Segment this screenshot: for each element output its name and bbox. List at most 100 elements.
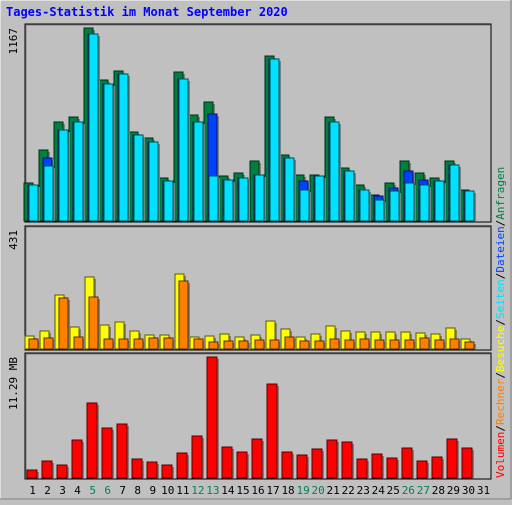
bar-Volumen-day-24 bbox=[371, 453, 383, 479]
x-tick-label: 22 bbox=[342, 484, 355, 497]
x-tick-label: 17 bbox=[266, 484, 279, 497]
bar-Rechner-day-15 bbox=[238, 340, 249, 350]
bar-Seiten-day-22 bbox=[344, 170, 355, 222]
legend-item: Volumen bbox=[494, 432, 507, 478]
bar-Seiten-day-3 bbox=[58, 129, 69, 222]
bar-Rechner-day-5 bbox=[88, 296, 99, 350]
legend-item: / bbox=[494, 273, 507, 280]
legend: Volumen/Rechner/Besuche/Seiten/Dateien/A… bbox=[494, 167, 507, 478]
bar-Rechner-day-14 bbox=[223, 340, 234, 350]
x-tick-label: 6 bbox=[104, 484, 111, 497]
x-tick-label: 8 bbox=[134, 484, 141, 497]
bar-Seiten-day-4 bbox=[73, 121, 84, 222]
bar-Volumen-day-19 bbox=[296, 454, 308, 479]
bar-Seiten-day-19 bbox=[299, 189, 310, 222]
bar-Volumen-day-21 bbox=[326, 439, 338, 479]
x-tick-label: 30 bbox=[462, 484, 475, 497]
bar-Rechner-day-20 bbox=[314, 340, 325, 350]
bar-Seiten-day-27 bbox=[419, 184, 430, 222]
bar-Seiten-day-15 bbox=[238, 177, 249, 222]
bar-Rechner-day-16 bbox=[254, 339, 265, 350]
bar-Rechner-day-24 bbox=[374, 339, 385, 350]
legend-item: Anfragen bbox=[494, 167, 507, 220]
bar-Rechner-day-26 bbox=[404, 339, 415, 350]
legend-item: / bbox=[494, 220, 507, 227]
bar-Volumen-day-29 bbox=[446, 438, 458, 479]
legend-item: Rechner bbox=[494, 378, 507, 425]
x-tick-label: 21 bbox=[327, 484, 340, 497]
bar-Seiten-day-21 bbox=[329, 121, 340, 222]
bar-Volumen-day-17 bbox=[266, 383, 278, 479]
y-max-label: 11.29 MB bbox=[7, 357, 20, 410]
bar-Seiten-day-2 bbox=[43, 165, 54, 222]
bar-Volumen-day-26 bbox=[401, 447, 413, 479]
bar-Volumen-day-15 bbox=[236, 451, 248, 479]
x-tick-label: 9 bbox=[149, 484, 156, 497]
x-tick-label: 1 bbox=[29, 484, 36, 497]
bar-Seiten-day-11 bbox=[178, 78, 189, 222]
legend-item: / bbox=[494, 372, 507, 379]
x-tick-label: 19 bbox=[296, 484, 309, 497]
bar-Volumen-day-8 bbox=[131, 458, 143, 479]
panel-volume: 11.29 MB bbox=[7, 352, 492, 480]
x-tick-label: 23 bbox=[357, 484, 370, 497]
bar-Rechner-day-23 bbox=[359, 338, 370, 350]
x-tick-label: 7 bbox=[119, 484, 126, 497]
y-max-label: 431 bbox=[7, 230, 20, 250]
bar-Volumen-day-28 bbox=[431, 456, 443, 479]
bar-Seiten-day-6 bbox=[103, 83, 114, 222]
x-tick-label: 2 bbox=[44, 484, 51, 497]
x-tick-label: 25 bbox=[387, 484, 400, 497]
bar-Rechner-day-10 bbox=[163, 337, 174, 350]
x-tick-label: 20 bbox=[312, 484, 325, 497]
bar-Rechner-day-29 bbox=[449, 338, 460, 350]
x-tick-label: 4 bbox=[74, 484, 81, 497]
x-tick-label: 31 bbox=[477, 484, 490, 497]
bar-Rechner-day-25 bbox=[389, 339, 400, 350]
bar-Rechner-day-4 bbox=[73, 336, 84, 350]
legend-item: Seiten bbox=[494, 279, 507, 319]
x-tick-label: 26 bbox=[402, 484, 415, 497]
bar-Seiten-day-10 bbox=[163, 180, 174, 222]
bar-Volumen-day-22 bbox=[341, 441, 353, 479]
bar-Volumen-day-20 bbox=[311, 448, 323, 479]
y-max-label: 1167 bbox=[7, 28, 20, 55]
x-tick-label: 28 bbox=[432, 484, 445, 497]
x-tick-label: 29 bbox=[447, 484, 460, 497]
x-tick-label: 14 bbox=[221, 484, 235, 497]
x-tick-label: 13 bbox=[206, 484, 219, 497]
panel-visits-hosts: 431 bbox=[7, 225, 492, 351]
bar-Seiten-day-29 bbox=[449, 164, 460, 222]
bar-Seiten-day-24 bbox=[374, 199, 385, 222]
x-tick-label: 18 bbox=[281, 484, 294, 497]
series-Rechner bbox=[28, 280, 476, 350]
bar-Volumen-day-2 bbox=[41, 460, 53, 479]
bar-Volumen-day-10 bbox=[161, 464, 173, 479]
bar-Rechner-day-27 bbox=[419, 337, 430, 350]
bar-Volumen-day-27 bbox=[416, 460, 428, 479]
bar-Rechner-day-12 bbox=[193, 338, 204, 350]
x-tick-label: 3 bbox=[59, 484, 66, 497]
bar-Volumen-day-12 bbox=[191, 435, 203, 479]
bar-Rechner-day-22 bbox=[344, 339, 355, 350]
bar-Seiten-day-30 bbox=[464, 190, 475, 222]
bar-Seiten-day-12 bbox=[193, 121, 204, 222]
x-tick-label: 11 bbox=[176, 484, 189, 497]
bar-Volumen-day-25 bbox=[386, 457, 398, 479]
x-tick-label: 15 bbox=[236, 484, 249, 497]
panel-requests-files-pages: 1167 bbox=[7, 23, 492, 223]
bar-Rechner-day-7 bbox=[118, 338, 129, 350]
bar-Volumen-day-4 bbox=[71, 439, 83, 479]
bar-Seiten-day-7 bbox=[118, 73, 129, 222]
x-tick-label: 16 bbox=[251, 484, 264, 497]
x-tick-label: 12 bbox=[191, 484, 204, 497]
bar-Rechner-day-9 bbox=[148, 337, 159, 350]
bar-Volumen-day-18 bbox=[281, 451, 293, 479]
legend-item: / bbox=[494, 425, 507, 432]
bar-Rechner-day-11 bbox=[178, 280, 189, 350]
bar-Seiten-day-26 bbox=[404, 182, 415, 222]
bar-Rechner-day-17 bbox=[269, 339, 280, 350]
x-tick-label: 24 bbox=[372, 484, 386, 497]
